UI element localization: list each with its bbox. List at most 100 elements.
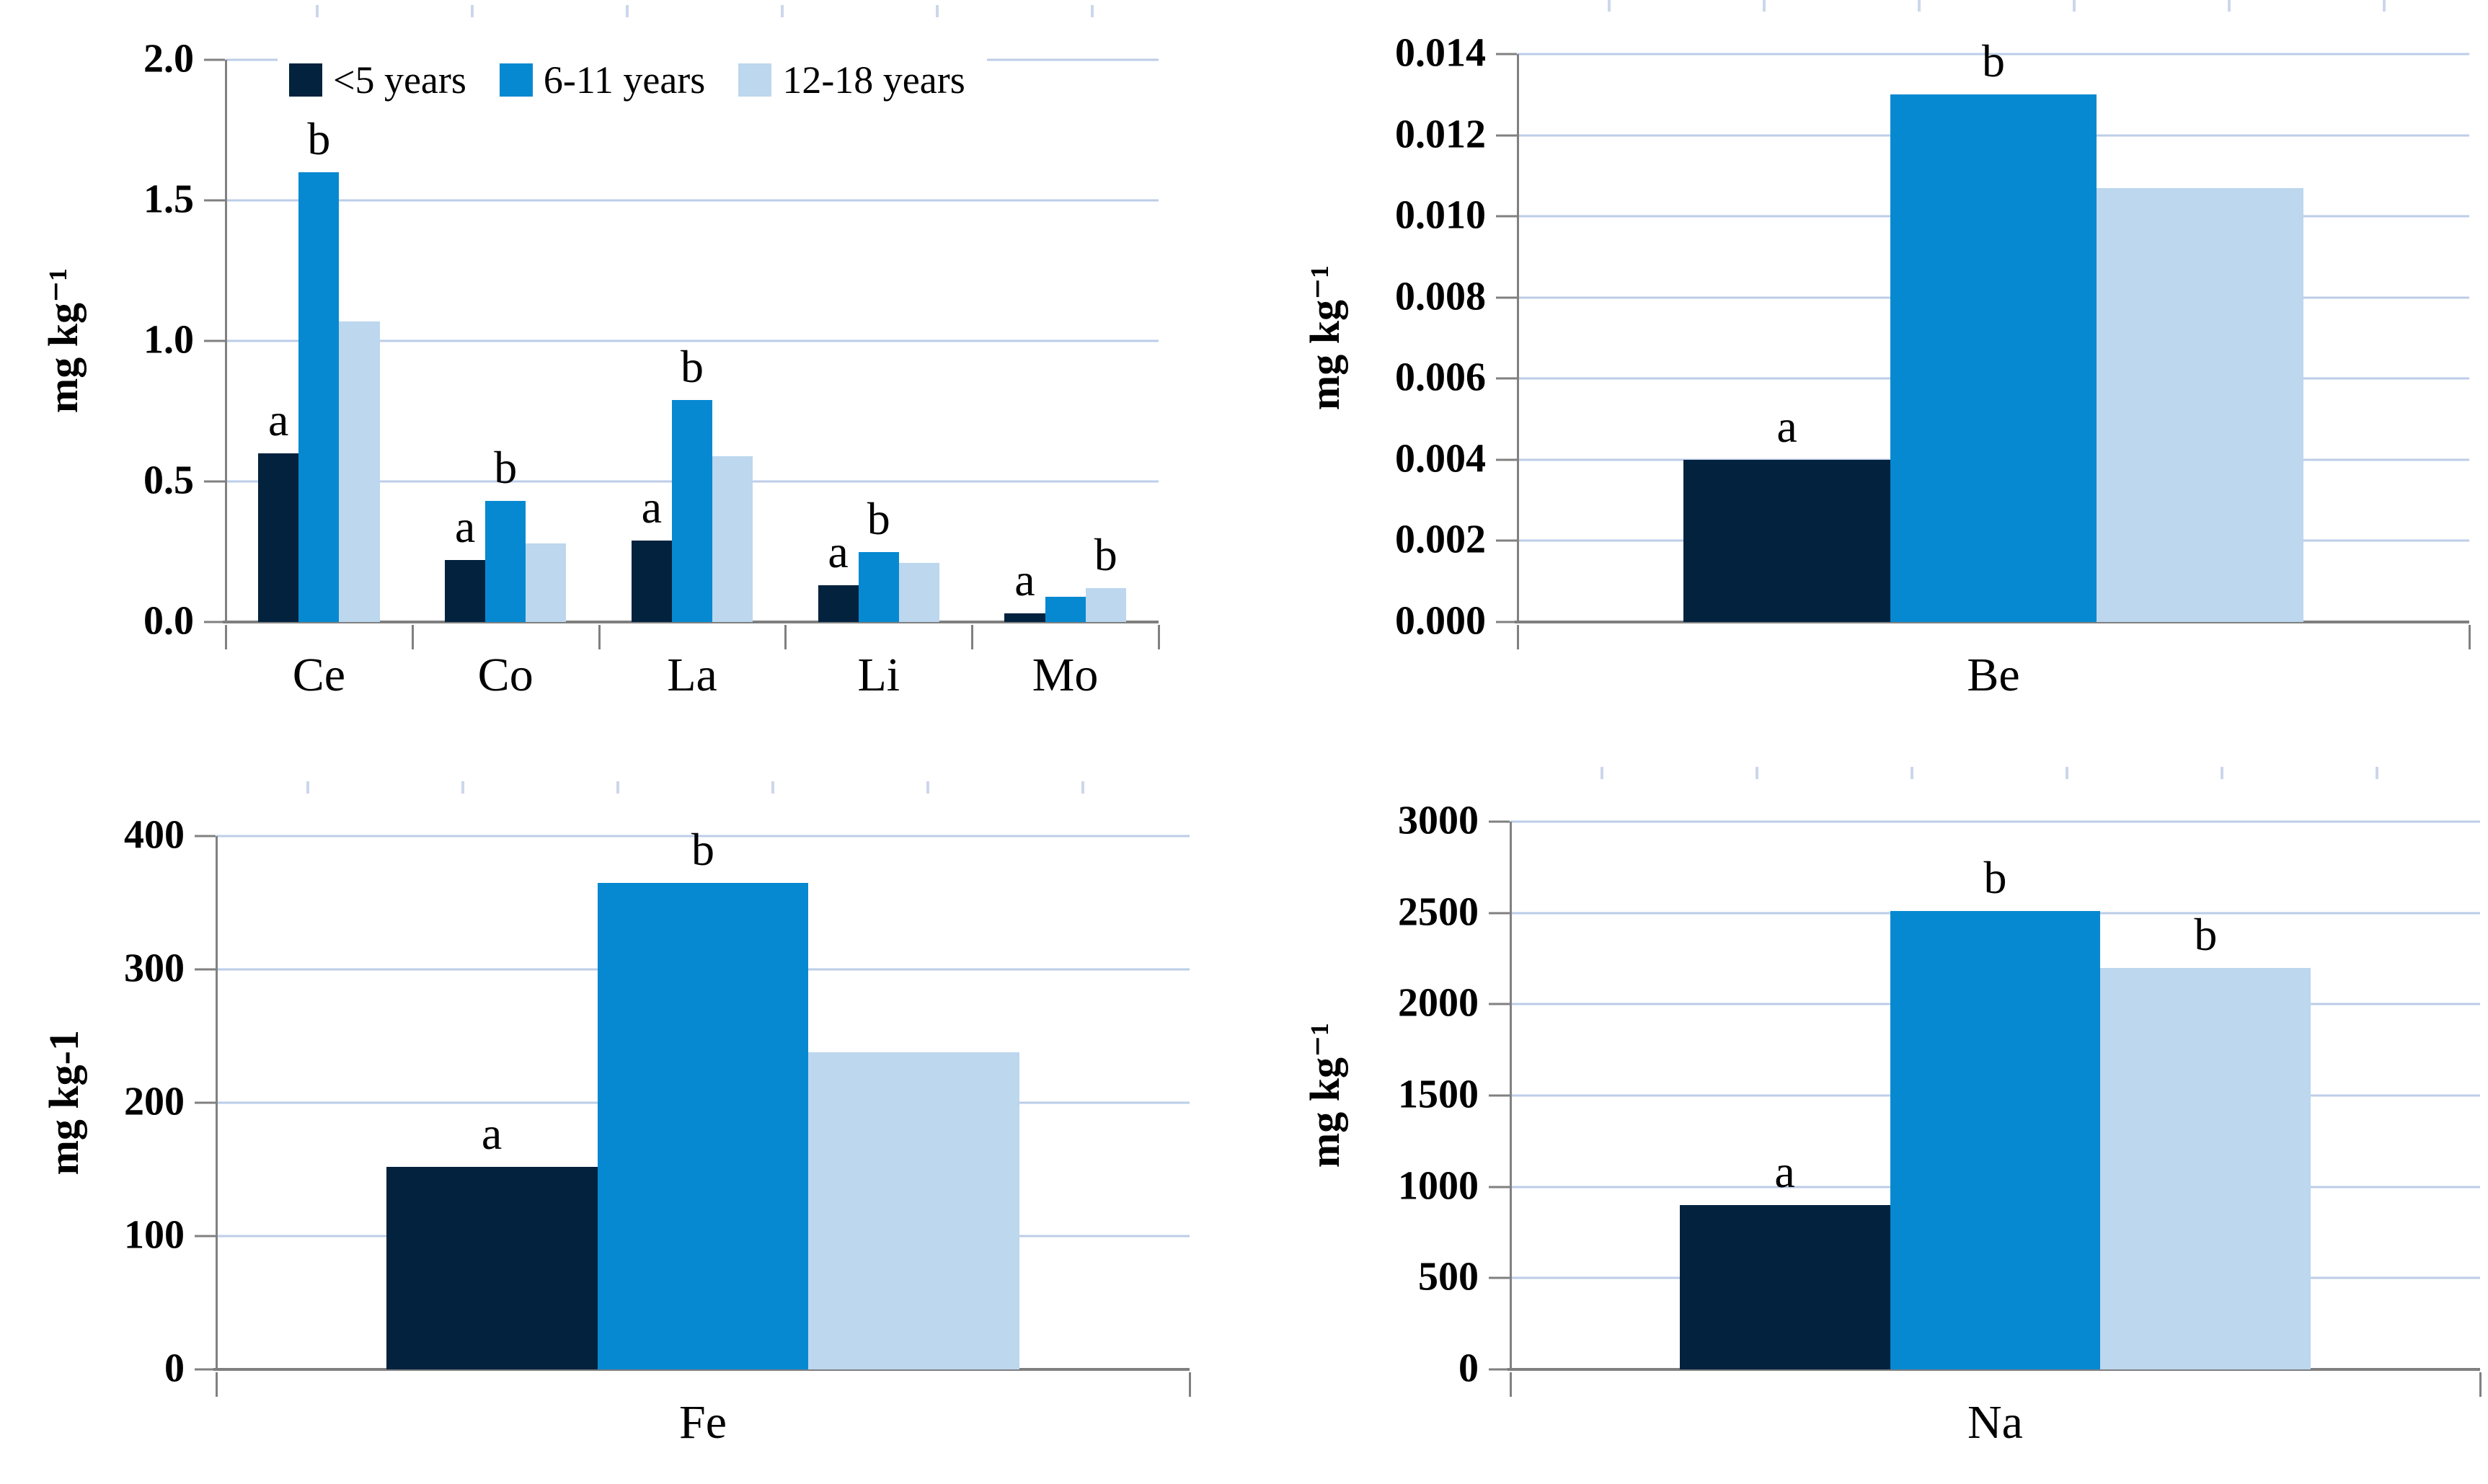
y-tick-mark — [195, 968, 216, 971]
x-category-label: Na — [1967, 1396, 2023, 1449]
y-tick-mark — [1496, 215, 1517, 218]
y-tick-label: 0.008 — [1395, 274, 1486, 319]
x-axis-category-labels: Ce Co La Li Mo — [226, 648, 1159, 703]
legend-item: <5 years — [289, 58, 466, 102]
h-gridline — [226, 339, 1159, 342]
y-tick-label: 500 — [1418, 1255, 1479, 1300]
y-tick-mark — [1496, 296, 1517, 299]
panel-beryllium: mg kg⁻¹ 0.014 0.012 0.010 0.008 0.006 0.004 0.… — [1283, 0, 2482, 766]
bar-Ce--5-years: a — [258, 397, 299, 622]
y-tick-mark — [204, 58, 225, 61]
significance-letter: a — [828, 526, 849, 578]
x-category-label: Be — [1967, 649, 2020, 701]
top-edge-tick — [1918, 0, 1921, 12]
x-axis-category-labels: Na — [1510, 1395, 2480, 1450]
bar-Ce-6-11-years: b — [298, 116, 340, 622]
significance-letter: b — [680, 340, 704, 392]
y-tick-label: 0.004 — [1395, 436, 1486, 481]
y-tick-label: 1.5 — [143, 177, 194, 222]
y-tick-mark — [1489, 1276, 1510, 1279]
top-edge-tick — [1081, 781, 1084, 794]
y-tick-label: 100 — [124, 1212, 185, 1258]
y-tick-mark — [1489, 912, 1510, 915]
y-tick-label: 0 — [1458, 1346, 1479, 1391]
y-tick-mark — [1496, 53, 1517, 55]
y-tick-mark — [204, 199, 225, 202]
x-axis-line — [1515, 621, 2469, 623]
y-tick-label: 300 — [124, 946, 185, 991]
bar-Be--5-years: a — [1683, 403, 1890, 622]
bar-Li--5-years: a — [818, 529, 859, 622]
legend: <5 years 6-11 years 12-18 years — [278, 43, 987, 117]
bar-Li-12-18-years — [898, 563, 940, 622]
y-tick-mark — [1489, 1368, 1510, 1371]
bar-Fe-12-18-years — [808, 1052, 1020, 1369]
y-tick-label: 1000 — [1398, 1163, 1479, 1209]
bar-Be-6-11-years: b — [1890, 38, 2097, 622]
y-axis-line — [1517, 54, 1519, 622]
top-edge-tick — [616, 781, 619, 794]
y-tick-mark — [204, 621, 225, 623]
top-edge-tick — [771, 781, 774, 794]
x-tick-mark — [1158, 625, 1160, 649]
y-tick-label: 0.006 — [1395, 355, 1486, 401]
y-tick-label: 0.0 — [143, 598, 194, 644]
y-tick-label: 1500 — [1398, 1072, 1479, 1117]
y-axis-line — [225, 60, 227, 622]
top-edge-tick — [1911, 767, 1913, 779]
y-tick-mark — [1496, 377, 1517, 380]
x-category-label: Fe — [679, 1396, 727, 1449]
top-edge-tick — [316, 5, 319, 17]
top-edge-tick — [461, 781, 464, 794]
y-axis-line — [216, 836, 218, 1369]
top-edge-tick — [2376, 767, 2378, 779]
bar-Ce-12-18-years — [339, 321, 380, 622]
bar-La-6-11-years: b — [671, 343, 713, 622]
y-tick-label: 0.012 — [1395, 112, 1486, 157]
y-tick-mark — [1489, 820, 1510, 823]
x-category-label: Co — [477, 649, 534, 701]
legend-swatch — [499, 63, 533, 97]
bar-Co-6-11-years: b — [485, 445, 526, 622]
significance-letter: b — [691, 823, 714, 875]
x-tick-mark — [411, 625, 414, 649]
y-tick-mark — [195, 835, 216, 837]
top-edge-tick — [926, 781, 929, 794]
bar-La-12-18-years — [712, 456, 753, 622]
y-tick-label: 0.5 — [143, 458, 194, 503]
top-edge-tick — [626, 5, 629, 17]
y-tick-label: 0 — [164, 1346, 185, 1391]
y-tick-label: 0.010 — [1395, 192, 1486, 238]
legend-item: 6-11 years — [499, 58, 705, 102]
y-axis-tick-labels: 3000 2500 2000 1500 1000 500 0 — [1283, 799, 1479, 1391]
y-tick-mark — [195, 1101, 216, 1104]
significance-letter: a — [268, 394, 289, 445]
x-tick-mark — [216, 1372, 218, 1397]
top-edge-tick — [1601, 767, 1603, 779]
bar-Na--5-years: a — [1679, 1149, 1890, 1369]
y-tick-label: 0.002 — [1395, 517, 1486, 563]
legend-label: 12-18 years — [782, 58, 965, 102]
significance-letter: b — [494, 442, 518, 494]
top-edge-tick — [2383, 0, 2386, 12]
bar-Na-6-11-years: b — [1890, 855, 2101, 1369]
h-gridline — [1518, 53, 2469, 55]
x-tick-mark — [598, 625, 601, 649]
x-tick-mark — [2479, 1372, 2482, 1397]
y-tick-label: 0.000 — [1395, 598, 1486, 644]
legend-swatch — [738, 63, 772, 97]
y-tick-label: 3000 — [1398, 798, 1479, 843]
top-edge-tick — [781, 5, 784, 17]
top-edge-tick — [1763, 0, 1766, 12]
panel-trace-elements: mg kg⁻¹ 2.0 1.5 1.0 0.5 0.0 a b a b a b a b a b <5 yea… — [22, 5, 1161, 766]
bar-group-Na: a b b — [1510, 822, 2480, 1369]
plot-area: a b a b a b a b a b <5 years 6-11 years 12-18 years — [204, 5, 1160, 649]
y-tick-label: 2000 — [1398, 981, 1479, 1026]
